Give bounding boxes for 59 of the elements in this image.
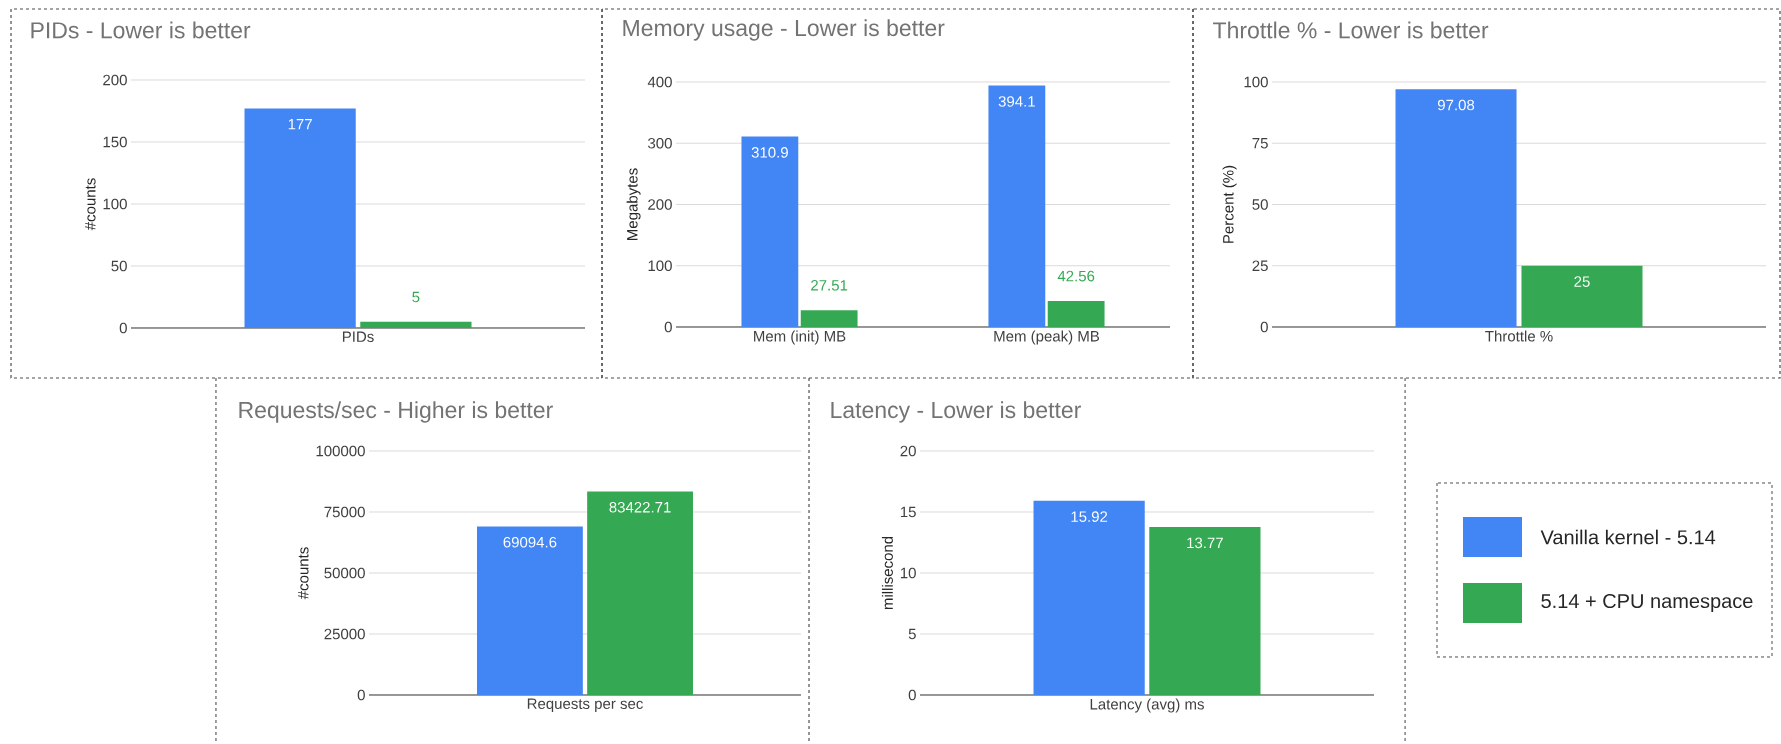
y-axis-title: millisecond bbox=[881, 536, 893, 610]
data-label: 42.56 bbox=[1057, 270, 1095, 282]
y-tick-label: 0 bbox=[119, 322, 127, 334]
y-tick-label: 100 bbox=[103, 198, 127, 210]
bar bbox=[988, 85, 1046, 327]
y-tick-label: 300 bbox=[648, 137, 672, 149]
y-tick-label: 0 bbox=[1260, 321, 1268, 333]
legend-label: Vanilla kernel - 5.14 bbox=[1540, 529, 1716, 545]
y-tick-label: 200 bbox=[103, 74, 127, 86]
chart-title: Throttle % - Lower is better bbox=[1213, 21, 1489, 39]
chart-title: Latency - Lower is better bbox=[831, 401, 1081, 423]
y-tick-label: 150 bbox=[103, 136, 127, 148]
data-label: 5 bbox=[412, 291, 420, 303]
y-tick-label: 200 bbox=[648, 199, 672, 210]
data-label: 69094.6 bbox=[503, 536, 557, 548]
y-axis-title: #counts bbox=[298, 547, 309, 600]
x-tick-label: Mem (init) MB bbox=[754, 330, 846, 345]
y-axis-title: Percent (%) bbox=[1222, 165, 1237, 243]
data-label: 83422.71 bbox=[609, 501, 671, 513]
y-tick-label: 100 bbox=[1244, 76, 1268, 88]
x-tick-label: PIDs bbox=[342, 331, 374, 342]
y-tick-label: 20 bbox=[900, 445, 916, 457]
data-label: 394.1 bbox=[998, 96, 1035, 107]
y-tick-label: 50 bbox=[111, 260, 127, 272]
y-tick-label: 0 bbox=[664, 321, 672, 333]
y-tick-label: 400 bbox=[647, 76, 672, 88]
y-tick-label: 0 bbox=[357, 689, 365, 701]
y-tick-label: 25 bbox=[1252, 260, 1268, 272]
y-tick-label: 5 bbox=[908, 628, 916, 640]
data-label: 97.08 bbox=[1437, 99, 1475, 111]
data-label: 15.92 bbox=[1071, 511, 1108, 522]
bar bbox=[1047, 300, 1105, 327]
legend-label: 5.14 + CPU namespace bbox=[1541, 593, 1753, 613]
x-tick-label: Requests per sec bbox=[527, 698, 643, 712]
y-tick-label: 50 bbox=[1252, 199, 1268, 210]
chart-title: PIDs - Lower is better bbox=[31, 21, 251, 39]
data-label: 177 bbox=[288, 119, 312, 130]
y-tick-label: 100 bbox=[648, 260, 672, 272]
y-tick-label: 10 bbox=[900, 567, 916, 579]
y-tick-label: 25000 bbox=[324, 628, 365, 640]
y-tick-label: 0 bbox=[908, 689, 916, 701]
y-tick-label: 75000 bbox=[324, 506, 365, 518]
data-label: 310.9 bbox=[751, 147, 788, 158]
bar bbox=[741, 136, 799, 327]
y-tick-label: 15 bbox=[900, 506, 916, 518]
y-tick-label: 100000 bbox=[316, 445, 365, 457]
data-label: 27.51 bbox=[811, 279, 848, 291]
data-label: 13.77 bbox=[1187, 537, 1223, 549]
y-tick-label: 50000 bbox=[324, 567, 365, 579]
y-axis-title: #counts bbox=[85, 178, 96, 231]
chart-title: Requests/sec - Higher is better bbox=[239, 401, 553, 423]
y-axis-title: Megabytes bbox=[626, 168, 641, 240]
x-tick-label: Throttle % bbox=[1485, 330, 1553, 342]
data-label: 25 bbox=[1574, 276, 1590, 287]
x-tick-label: Latency (avg) ms bbox=[1090, 698, 1204, 713]
chart-title: Memory usage - Lower is better bbox=[623, 19, 945, 41]
x-tick-label: Mem (peak) MB bbox=[994, 330, 1100, 345]
bar bbox=[800, 310, 858, 327]
y-tick-label: 75 bbox=[1252, 138, 1268, 149]
